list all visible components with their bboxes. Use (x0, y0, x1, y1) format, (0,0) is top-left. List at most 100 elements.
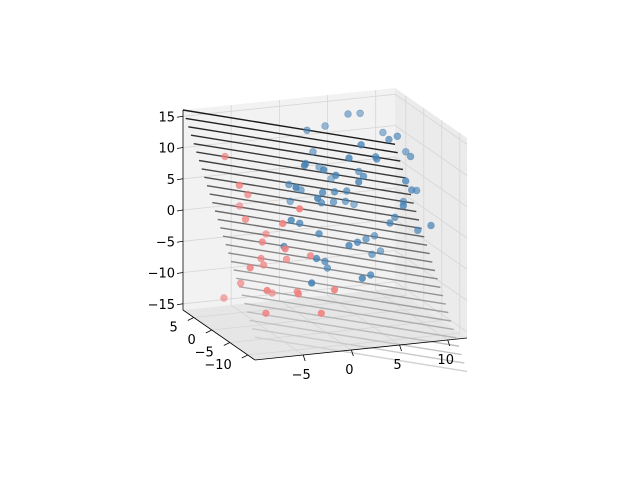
surface-line (206, 185, 420, 221)
data-point-red (241, 215, 250, 224)
x-tick-label: 0 (345, 363, 353, 378)
data-point-blue (399, 197, 408, 206)
z-tick (176, 147, 184, 149)
z-tick (176, 303, 184, 306)
surface-line (196, 151, 409, 187)
surface-line (182, 109, 396, 145)
z-tick (176, 209, 184, 212)
surface-line (201, 168, 414, 204)
data-point-red (235, 202, 244, 210)
y-tick-label: −5 (195, 346, 214, 361)
y-tick-label: −10 (204, 358, 231, 373)
z-gridline (182, 93, 468, 145)
scatter-points (220, 109, 435, 317)
data-point-blue (355, 167, 363, 176)
data-point-blue (358, 274, 366, 282)
data-point-blue (315, 163, 323, 171)
z-gridline (182, 156, 468, 208)
data-point-blue (402, 148, 410, 156)
surface-line (249, 319, 462, 356)
y-tick (187, 317, 194, 321)
data-point-blue (367, 271, 375, 279)
surface-line (220, 227, 433, 263)
data-point-blue (321, 122, 329, 130)
data-point-blue (356, 109, 364, 118)
data-point-blue (402, 177, 410, 185)
data-point-blue (315, 230, 323, 238)
surface-line (236, 277, 449, 314)
data-point-blue (345, 241, 353, 250)
z-tick-label: −10 (148, 267, 175, 282)
x-tick-label: 5 (393, 358, 401, 373)
data-point-blue (376, 247, 385, 255)
data-point-blue (355, 178, 363, 186)
surface-line (198, 159, 412, 196)
data-point-blue (391, 213, 399, 222)
data-point-blue (330, 188, 339, 196)
data-point-blue (308, 279, 316, 287)
data-point-blue (386, 219, 394, 227)
data-point-red (262, 230, 270, 238)
data-point-blue (412, 186, 421, 195)
data-point-red (235, 181, 244, 190)
surface-line (193, 143, 406, 179)
data-point-blue (286, 197, 294, 206)
data-point-blue (406, 152, 415, 161)
z-tick-label: −15 (148, 298, 175, 313)
data-point-blue (427, 221, 435, 230)
x-tick (447, 339, 451, 347)
x-tick (399, 344, 402, 352)
data-point-red (237, 279, 245, 287)
y-tick (205, 329, 212, 334)
data-point-blue (414, 226, 422, 235)
surface-line (233, 269, 446, 305)
data-point-blue (357, 141, 365, 149)
data-point-blue (329, 198, 338, 206)
surface-line (254, 336, 468, 373)
data-point-blue (287, 216, 295, 225)
y-tick-label: 0 (188, 333, 196, 348)
x-tick (302, 354, 306, 362)
data-point-blue (296, 219, 304, 228)
z-tick-label: 5 (167, 173, 175, 188)
surface-line (225, 243, 438, 280)
data-point-blue (321, 257, 329, 266)
data-point-blue (350, 200, 358, 209)
surface-line (188, 126, 401, 162)
data-point-blue (370, 232, 379, 240)
data-point-red (295, 205, 304, 213)
z-tick-label: 0 (167, 204, 175, 219)
data-point-blue (312, 254, 321, 263)
z-tick (176, 115, 184, 118)
data-point-red (246, 264, 254, 272)
data-point-red (279, 219, 287, 228)
data-point-blue (362, 235, 370, 243)
data-point-red (293, 288, 301, 296)
surface-line (214, 210, 428, 246)
z-tick (176, 178, 184, 181)
z-gridline (182, 187, 468, 239)
z-tick-label: −5 (156, 235, 175, 250)
surface-line (190, 134, 404, 171)
data-point-blue (317, 199, 326, 207)
surface-line (252, 328, 465, 364)
surface-line (212, 201, 425, 238)
data-point-blue (359, 172, 368, 181)
surface-line (222, 235, 436, 272)
data-point-red (317, 309, 325, 317)
data-point-blue (327, 175, 335, 183)
data-point-blue (323, 264, 332, 272)
data-point-red (262, 309, 270, 317)
data-point-blue (344, 110, 352, 118)
y-gridline (229, 120, 443, 343)
data-point-red (220, 294, 228, 302)
surface-line (241, 294, 454, 331)
y-axis-line (182, 309, 256, 361)
surface-line (244, 302, 457, 339)
data-point-blue (371, 153, 380, 161)
data-point-red (282, 255, 291, 263)
data-point-blue (303, 126, 311, 135)
data-point-red (281, 245, 289, 253)
